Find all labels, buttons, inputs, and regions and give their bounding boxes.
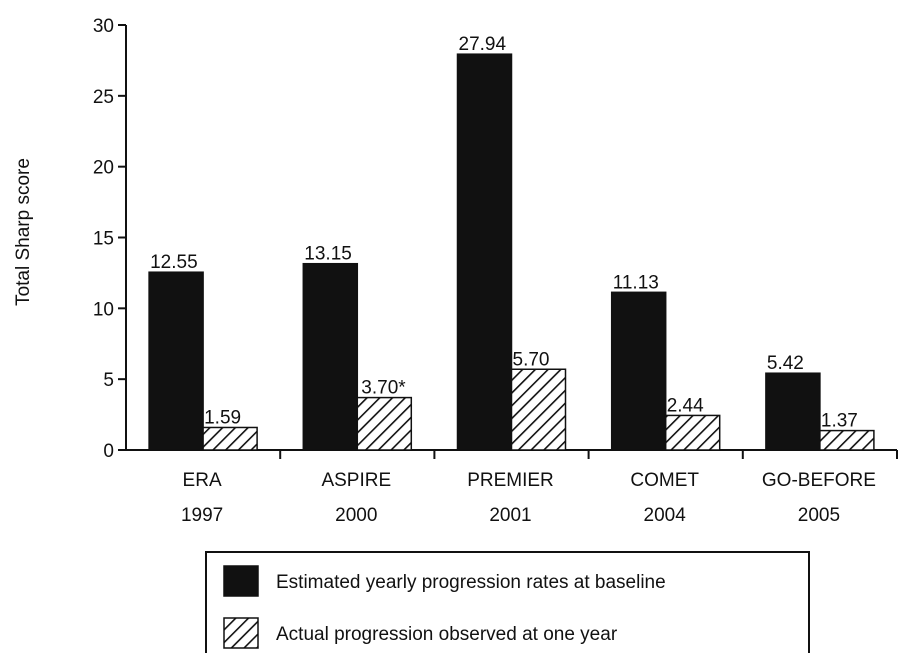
bar-actual (202, 426, 258, 451)
legend-swatch-actual (223, 617, 259, 649)
y-tick-label: 0 (103, 441, 114, 462)
bar-value-label: 13.15 (304, 244, 352, 265)
bar-value-label: 3.70* (361, 378, 406, 399)
bar-value-label: 1.37 (821, 411, 858, 432)
x-category-label: PREMIER (467, 470, 554, 491)
y-tick-label: 10 (93, 299, 114, 320)
x-category-label: 2000 (335, 505, 377, 526)
bar-actual (819, 429, 875, 451)
x-category-label: ASPIRE (321, 470, 391, 491)
bar-value-label: 1.59 (204, 407, 241, 428)
y-tick-label: 5 (103, 370, 114, 391)
x-category-label: GO-BEFORE (762, 470, 876, 491)
bar-value-label: 2.44 (667, 395, 704, 416)
x-category-label: ERA (183, 470, 222, 491)
bar-estimated (302, 262, 359, 451)
bar-actual (664, 414, 721, 451)
x-category-label: 2001 (489, 505, 531, 526)
legend-box (205, 551, 810, 653)
bar-value-label: 5.70 (513, 349, 550, 370)
bar-actual (510, 368, 567, 451)
bar-value-label: 27.94 (459, 34, 507, 55)
x-category-label: 2005 (798, 505, 840, 526)
bar-estimated (610, 291, 667, 451)
y-tick-label: 20 (93, 158, 114, 179)
y-tick-label: 30 (93, 16, 114, 37)
x-category-label: 1997 (181, 505, 223, 526)
bar-estimated (148, 271, 204, 451)
legend-label: Actual progression observed at one year (276, 624, 618, 645)
bar-estimated (765, 372, 821, 451)
x-category-label: COMET (630, 470, 699, 491)
bar-value-label: 11.13 (613, 272, 659, 293)
legend-label: Estimated yearly progression rates at ba… (276, 572, 666, 593)
y-tick-label: 15 (93, 229, 114, 250)
y-tick-label: 25 (93, 87, 114, 108)
legend-swatch-estimated (223, 565, 259, 597)
bar-estimated (456, 53, 513, 451)
bar-value-label: 5.42 (767, 353, 804, 374)
x-category-label: 2004 (644, 505, 687, 526)
bar-value-label: 12.55 (150, 252, 198, 273)
bar-actual (356, 396, 413, 451)
y-axis-title: Total Sharp score (13, 158, 34, 306)
